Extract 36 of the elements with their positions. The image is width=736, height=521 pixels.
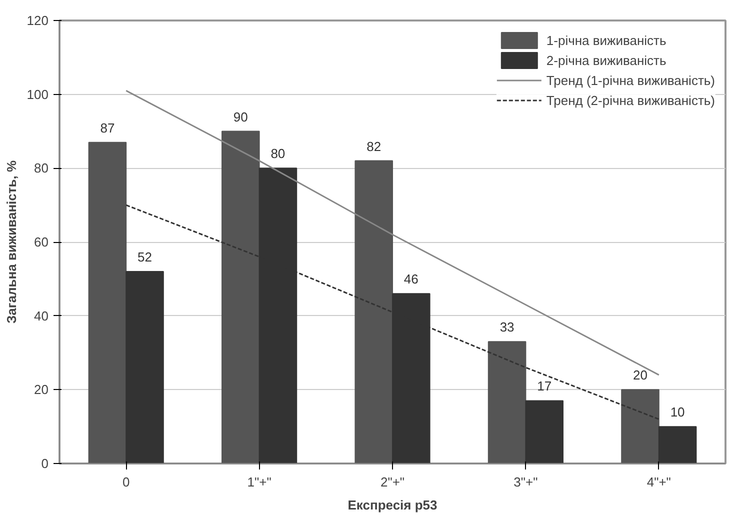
legend-label: 1-річна виживаність	[546, 32, 666, 48]
data-label: 80	[270, 146, 286, 162]
data-label: 87	[100, 120, 115, 136]
data-label: 17	[537, 378, 552, 394]
data-label: 20	[633, 368, 648, 383]
bar	[488, 341, 526, 464]
bar	[126, 271, 164, 464]
y-tick-label: 100	[26, 86, 49, 102]
bar	[354, 160, 393, 464]
x-tick-label: 2"+"	[380, 474, 405, 490]
x-tick-label: 1"+"	[247, 474, 272, 490]
bar	[658, 426, 697, 464]
data-label: 52	[138, 250, 152, 265]
bar	[88, 142, 127, 464]
y-tick-label: 80	[34, 160, 49, 176]
y-axis-title: Загальна виживаність, %	[4, 160, 19, 324]
y-tick-label: 20	[34, 382, 49, 398]
bar	[222, 130, 260, 464]
legend-label: Тренд (1-річна виживаність)	[546, 72, 715, 88]
x-tick-label: 0	[122, 474, 130, 490]
y-tick-label: 60	[34, 234, 49, 250]
data-label: 82	[366, 138, 382, 154]
y-tick-label: 120	[26, 13, 49, 28]
y-tick-label: 0	[41, 456, 49, 471]
bar	[621, 389, 660, 464]
data-label: 10	[670, 404, 685, 420]
legend-label: Тренд (2-річна виживаність)	[546, 92, 715, 108]
data-label: 90	[233, 109, 248, 124]
y-tick-label: 40	[34, 308, 49, 324]
x-axis-title: Експресія р53	[348, 498, 438, 512]
legend-label: 2-річна виживаність	[546, 52, 666, 68]
x-tick-label: 3"+"	[514, 474, 538, 490]
data-label: 33	[500, 320, 514, 335]
data-label: 46	[404, 272, 418, 287]
x-tick-label: 4"+"	[646, 474, 672, 490]
bar	[525, 400, 564, 464]
